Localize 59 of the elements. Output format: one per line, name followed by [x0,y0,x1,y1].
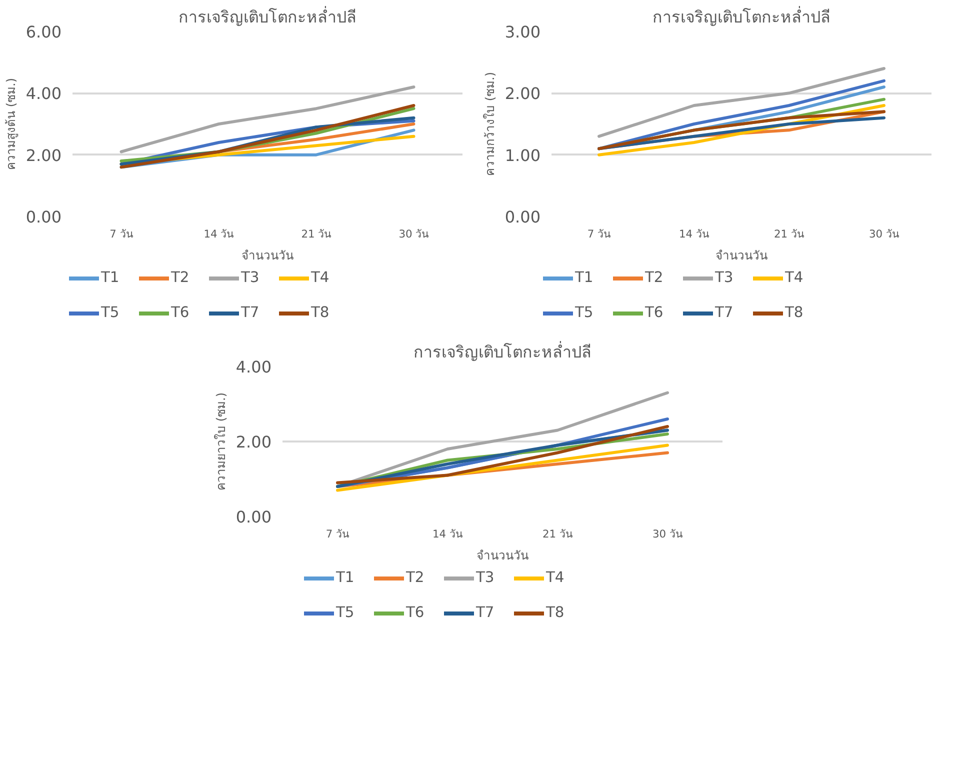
x-tick-label: 30 วัน [869,228,900,240]
legend-label: T8 [784,304,804,321]
line-series [336,391,669,488]
x-tick-label: 21 วัน [774,228,805,240]
chart-title: การเจริญเติบโตกะหล่ำปลี [178,6,356,26]
x-tick-label: 30 วัน [398,228,430,240]
x-tick-label: 30 วัน [652,528,684,540]
x-axis-title: จำนวนวัน [242,248,294,262]
legend-label: T2 [170,269,190,286]
y-tick-label: 0.00 [26,208,62,226]
legend-label: T6 [406,604,426,621]
y-axis-title: ความกว้างใบ (ซม.) [482,72,497,176]
y-tick-label: 6.00 [26,22,62,42]
legend-label: T8 [546,604,566,621]
y-tick-label: 2.00 [26,146,62,165]
legend-label: T1 [574,269,594,286]
legend-label: T1 [100,269,120,286]
y-tick-label: 3.00 [504,22,540,42]
legend-label: T4 [546,569,566,586]
y-tick-label: 2.00 [236,432,272,452]
legend-label: T3 [240,269,260,286]
x-tick-label: 14 วัน [204,228,235,240]
x-axis-title: จำนวนวัน [476,548,528,562]
y-axis-title: ความสูงต้น (ซม.) [4,78,19,170]
legend-label: T8 [310,304,330,321]
legend-label: T2 [644,269,664,286]
x-tick-label: 7 วัน [326,528,350,540]
y-tick-label: 0.00 [504,208,540,226]
y-tick-label: 4.00 [26,84,62,104]
legend-label: T6 [170,304,190,321]
legend-label: T7 [476,604,496,621]
y-tick-label: 4.00 [236,358,272,376]
line-series [120,86,416,154]
legend-label: T7 [240,304,260,321]
legend-label: T5 [100,304,120,321]
x-axis-title: จำนวนวัน [716,248,768,262]
legend-label: T2 [406,569,426,586]
x-tick-label: 21 วัน [301,228,332,240]
y-tick-label: 1.00 [504,146,540,165]
y-tick-label: 0.00 [236,508,272,526]
legend-label: T5 [574,304,594,321]
chart-title: การเจริญเติบโตกะหล่ำปลี [652,6,830,26]
legend-label: T5 [336,604,356,621]
x-tick-label: 14 วัน [679,228,710,240]
x-tick-label: 7 วัน [587,228,612,240]
legend-label: T6 [644,304,664,321]
y-axis-title: ความยาวใบ (ซม.) [214,392,228,490]
chart-title: การเจริญเติบโตกะหล่ำปลี [414,340,592,362]
legend-label: T1 [336,569,356,586]
legend-label: T4 [784,269,804,286]
legend-label: T3 [714,269,734,286]
y-tick-label: 2.00 [504,84,540,104]
legend-label: T7 [714,304,734,321]
x-tick-label: 14 วัน [432,528,464,540]
x-tick-label: 7 วัน [110,228,134,240]
line-series [598,67,886,138]
legend-label: T3 [476,569,496,586]
x-tick-label: 21 วัน [542,528,574,540]
legend-label: T4 [310,269,330,286]
